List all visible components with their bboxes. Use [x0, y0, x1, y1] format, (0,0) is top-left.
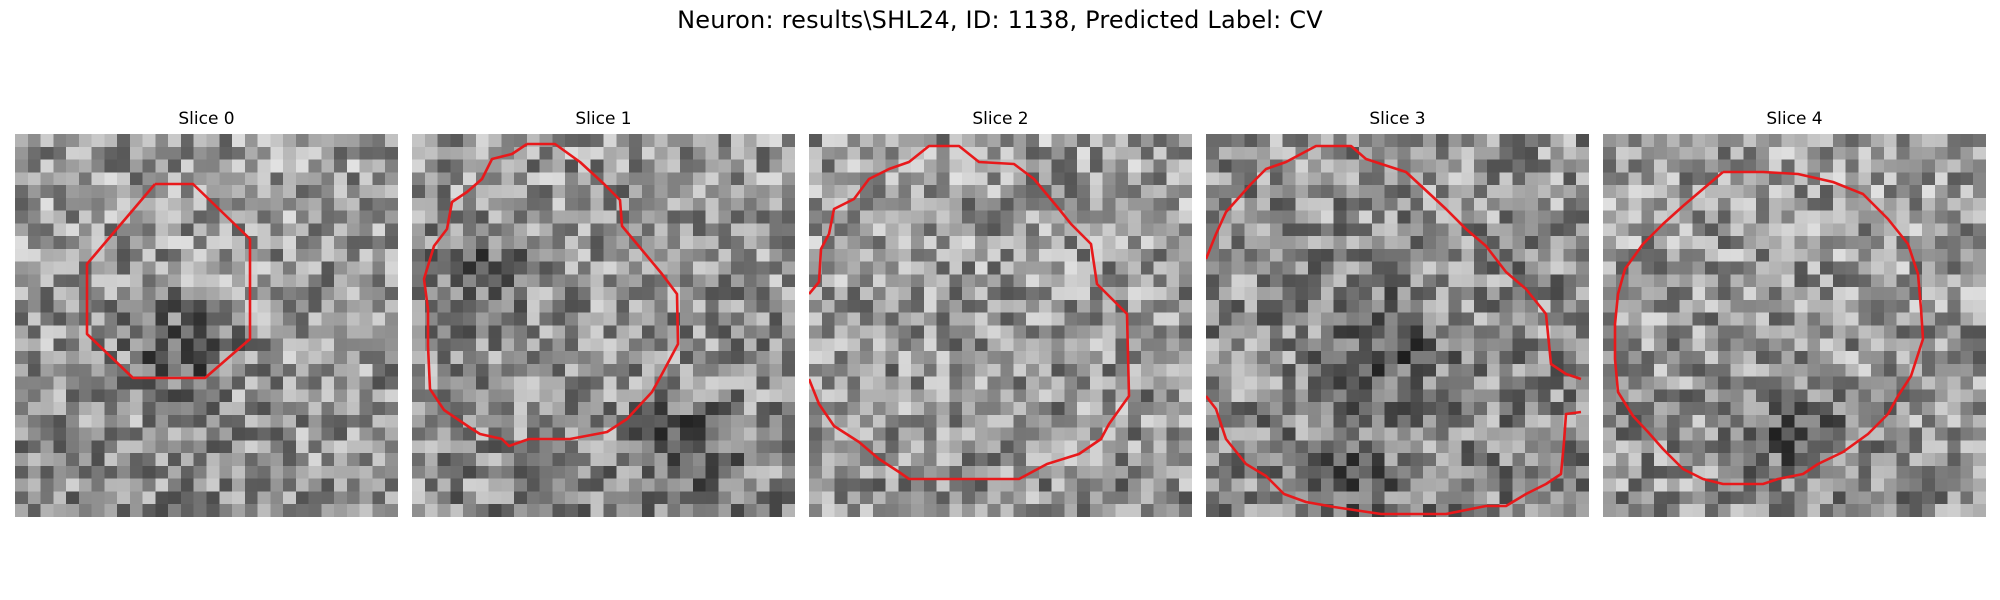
slice-image — [412, 134, 795, 517]
slice-image — [15, 134, 398, 517]
slice-title: Slice 4 — [1766, 109, 1823, 129]
roi-contour — [85, 182, 252, 380]
roi-contour — [1613, 170, 1925, 486]
figure-title: Neuron: results\SHL24, ID: 1138, Predict… — [677, 6, 1323, 34]
slice-title: Slice 1 — [575, 109, 632, 129]
roi-contour — [422, 142, 680, 448]
slice-image — [1603, 134, 1986, 517]
slice-panel-4: Slice 4 — [1603, 108, 1986, 517]
slice-title: Slice 0 — [178, 109, 235, 129]
slice-panel-2: Slice 2 — [809, 108, 1192, 517]
slice-title: Slice 3 — [1369, 109, 1426, 129]
slice-panel-0: Slice 0 — [15, 108, 398, 517]
slice-image — [1206, 134, 1589, 517]
roi-contour — [809, 144, 1131, 481]
slice-panel-3: Slice 3 — [1206, 108, 1589, 517]
roi-contour — [1206, 144, 1582, 516]
slice-image — [809, 134, 1192, 517]
slice-title: Slice 2 — [972, 109, 1029, 129]
slice-panel-1: Slice 1 — [412, 108, 795, 517]
grayscale-image — [412, 134, 795, 517]
grayscale-image — [1206, 134, 1589, 517]
